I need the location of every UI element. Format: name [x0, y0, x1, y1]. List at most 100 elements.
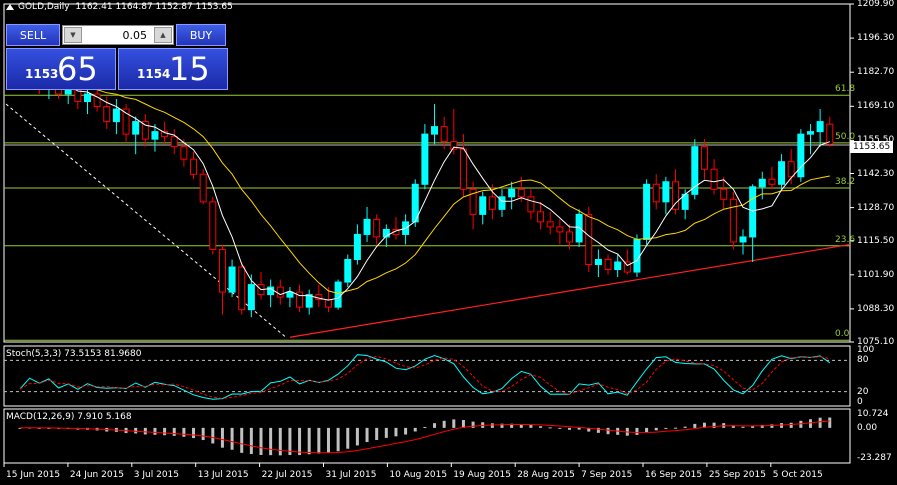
fast-moving-average — [19, 74, 830, 301]
price-tick-label: 1169.10 — [857, 101, 895, 112]
fib-level-label: 23.6 — [835, 234, 856, 245]
candle-body — [498, 196, 506, 210]
candle-body — [758, 178, 766, 188]
candle-body — [83, 93, 91, 103]
time-tick-label: 25 Sep 2015 — [708, 470, 766, 480]
macd-histogram-bar — [587, 427, 591, 432]
candle-body — [565, 231, 573, 243]
macd-histogram-bar — [192, 427, 196, 439]
candle-body — [652, 183, 660, 203]
macd-histogram-bar — [404, 427, 408, 435]
macd-histogram-bar — [298, 427, 302, 456]
candle-body — [826, 123, 834, 145]
macd-tick-label: 10.724 — [857, 409, 889, 419]
buy-price-box[interactable]: 1154 15 — [118, 48, 228, 90]
time-tick-label: 5 Oct 2015 — [772, 470, 823, 480]
macd-histogram-bar — [558, 427, 562, 429]
candle-body — [623, 261, 631, 273]
fib-level-label: 61.8 — [835, 84, 856, 95]
stoch-label: Stoch(5,3,3) 73.5153 81.9680 — [6, 349, 142, 359]
price-tick-label: 1088.30 — [857, 303, 895, 314]
macd-histogram-bar — [153, 427, 157, 435]
macd-signal-line — [19, 420, 830, 454]
time-tick-label: 3 Jul 2015 — [133, 470, 180, 480]
macd-histogram-bar — [423, 426, 427, 428]
candle-body — [238, 266, 246, 311]
stoch-tick-label: 100 — [857, 345, 875, 355]
stoch-frame — [3, 345, 851, 407]
candle-body — [363, 218, 371, 235]
sell-price-box[interactable]: 1153 65 — [6, 48, 116, 90]
macd-histogram-bar — [452, 419, 456, 428]
candle-body — [527, 196, 535, 213]
candle-body — [421, 133, 429, 185]
macd-histogram-bar — [490, 423, 494, 428]
lot-increase-icon[interactable]: ▲ — [154, 27, 172, 43]
candle-body — [816, 121, 824, 133]
candle-body — [180, 146, 188, 160]
candle-body — [93, 93, 101, 108]
macd-label: MACD(12,26,9) 7.910 5.168 — [6, 412, 132, 422]
price-tick-label: 1182.70 — [857, 67, 895, 78]
macd-histogram-bar — [365, 427, 369, 443]
candle-body — [806, 131, 814, 135]
one-click-trading-panel: SELL ▼ ▲ BUY 1153 65 1154 15 — [6, 24, 228, 90]
macd-histogram-bar — [211, 427, 215, 444]
macd-histogram-bar — [433, 423, 437, 428]
candle-body — [479, 196, 487, 215]
price-tick-label: 1115.50 — [857, 235, 895, 246]
candle-body — [382, 228, 390, 238]
macd-histogram-bar — [394, 427, 398, 437]
candle-body — [305, 294, 313, 308]
chart-ticker: GOLD,Daily 1162.41 1164.87 1152.87 1153.… — [0, 0, 233, 14]
macd-histogram-bar — [317, 427, 321, 454]
macd-histogram-bar — [577, 427, 581, 430]
lot-size-stepper[interactable]: ▼ ▲ — [62, 25, 174, 45]
fib-level-label: 0.0 — [835, 329, 850, 340]
candle-body — [440, 126, 448, 143]
lot-decrease-icon[interactable]: ▼ — [64, 27, 82, 43]
candle-body — [662, 181, 670, 203]
candle-body — [450, 141, 458, 150]
macd-histogram-bar — [375, 427, 379, 440]
macd-histogram-bar — [702, 422, 706, 428]
macd-histogram-bar — [172, 427, 176, 436]
lot-size-input[interactable] — [85, 26, 151, 44]
candle-body — [190, 158, 198, 175]
macd-histogram-bar — [201, 427, 205, 441]
macd-histogram-bar — [143, 427, 147, 435]
time-tick-label: 10 Aug 2015 — [389, 470, 448, 480]
buy-button[interactable]: BUY — [176, 24, 226, 46]
fib-level-label: 50.0 — [835, 131, 856, 142]
buy-price-pips: 15 — [169, 50, 210, 88]
macd-histogram-bar — [674, 427, 678, 429]
price-tick-label: 1142.30 — [857, 168, 895, 179]
candle-body — [546, 221, 554, 228]
macd-histogram-bar — [519, 424, 523, 428]
candle-body — [604, 259, 612, 271]
time-tick-label: 15 Jun 2015 — [6, 470, 61, 480]
macd-histogram-bar — [18, 427, 22, 429]
macd-frame — [3, 408, 851, 464]
macd-histogram-bar — [828, 417, 832, 428]
macd-histogram-bar — [635, 427, 639, 435]
candle-body — [691, 146, 699, 195]
candle-body — [334, 281, 342, 308]
macd-histogram-bar — [259, 427, 263, 455]
candle-body — [556, 226, 564, 233]
collapse-triangle-icon[interactable] — [6, 3, 14, 10]
macd-histogram-bar — [529, 425, 533, 428]
candle-body — [488, 196, 496, 210]
macd-histogram-bar — [760, 424, 764, 428]
candle-body — [228, 266, 236, 293]
candle-body — [469, 188, 477, 215]
sell-button[interactable]: SELL — [6, 24, 60, 46]
candle-body — [151, 131, 159, 140]
stoch-tick-label: 20 — [857, 386, 869, 397]
candle-body — [247, 284, 255, 311]
time-tick-label: 16 Sep 2015 — [645, 470, 703, 480]
time-tick-label: 31 Jul 2015 — [325, 470, 377, 480]
macd-histogram-bar — [413, 427, 417, 432]
